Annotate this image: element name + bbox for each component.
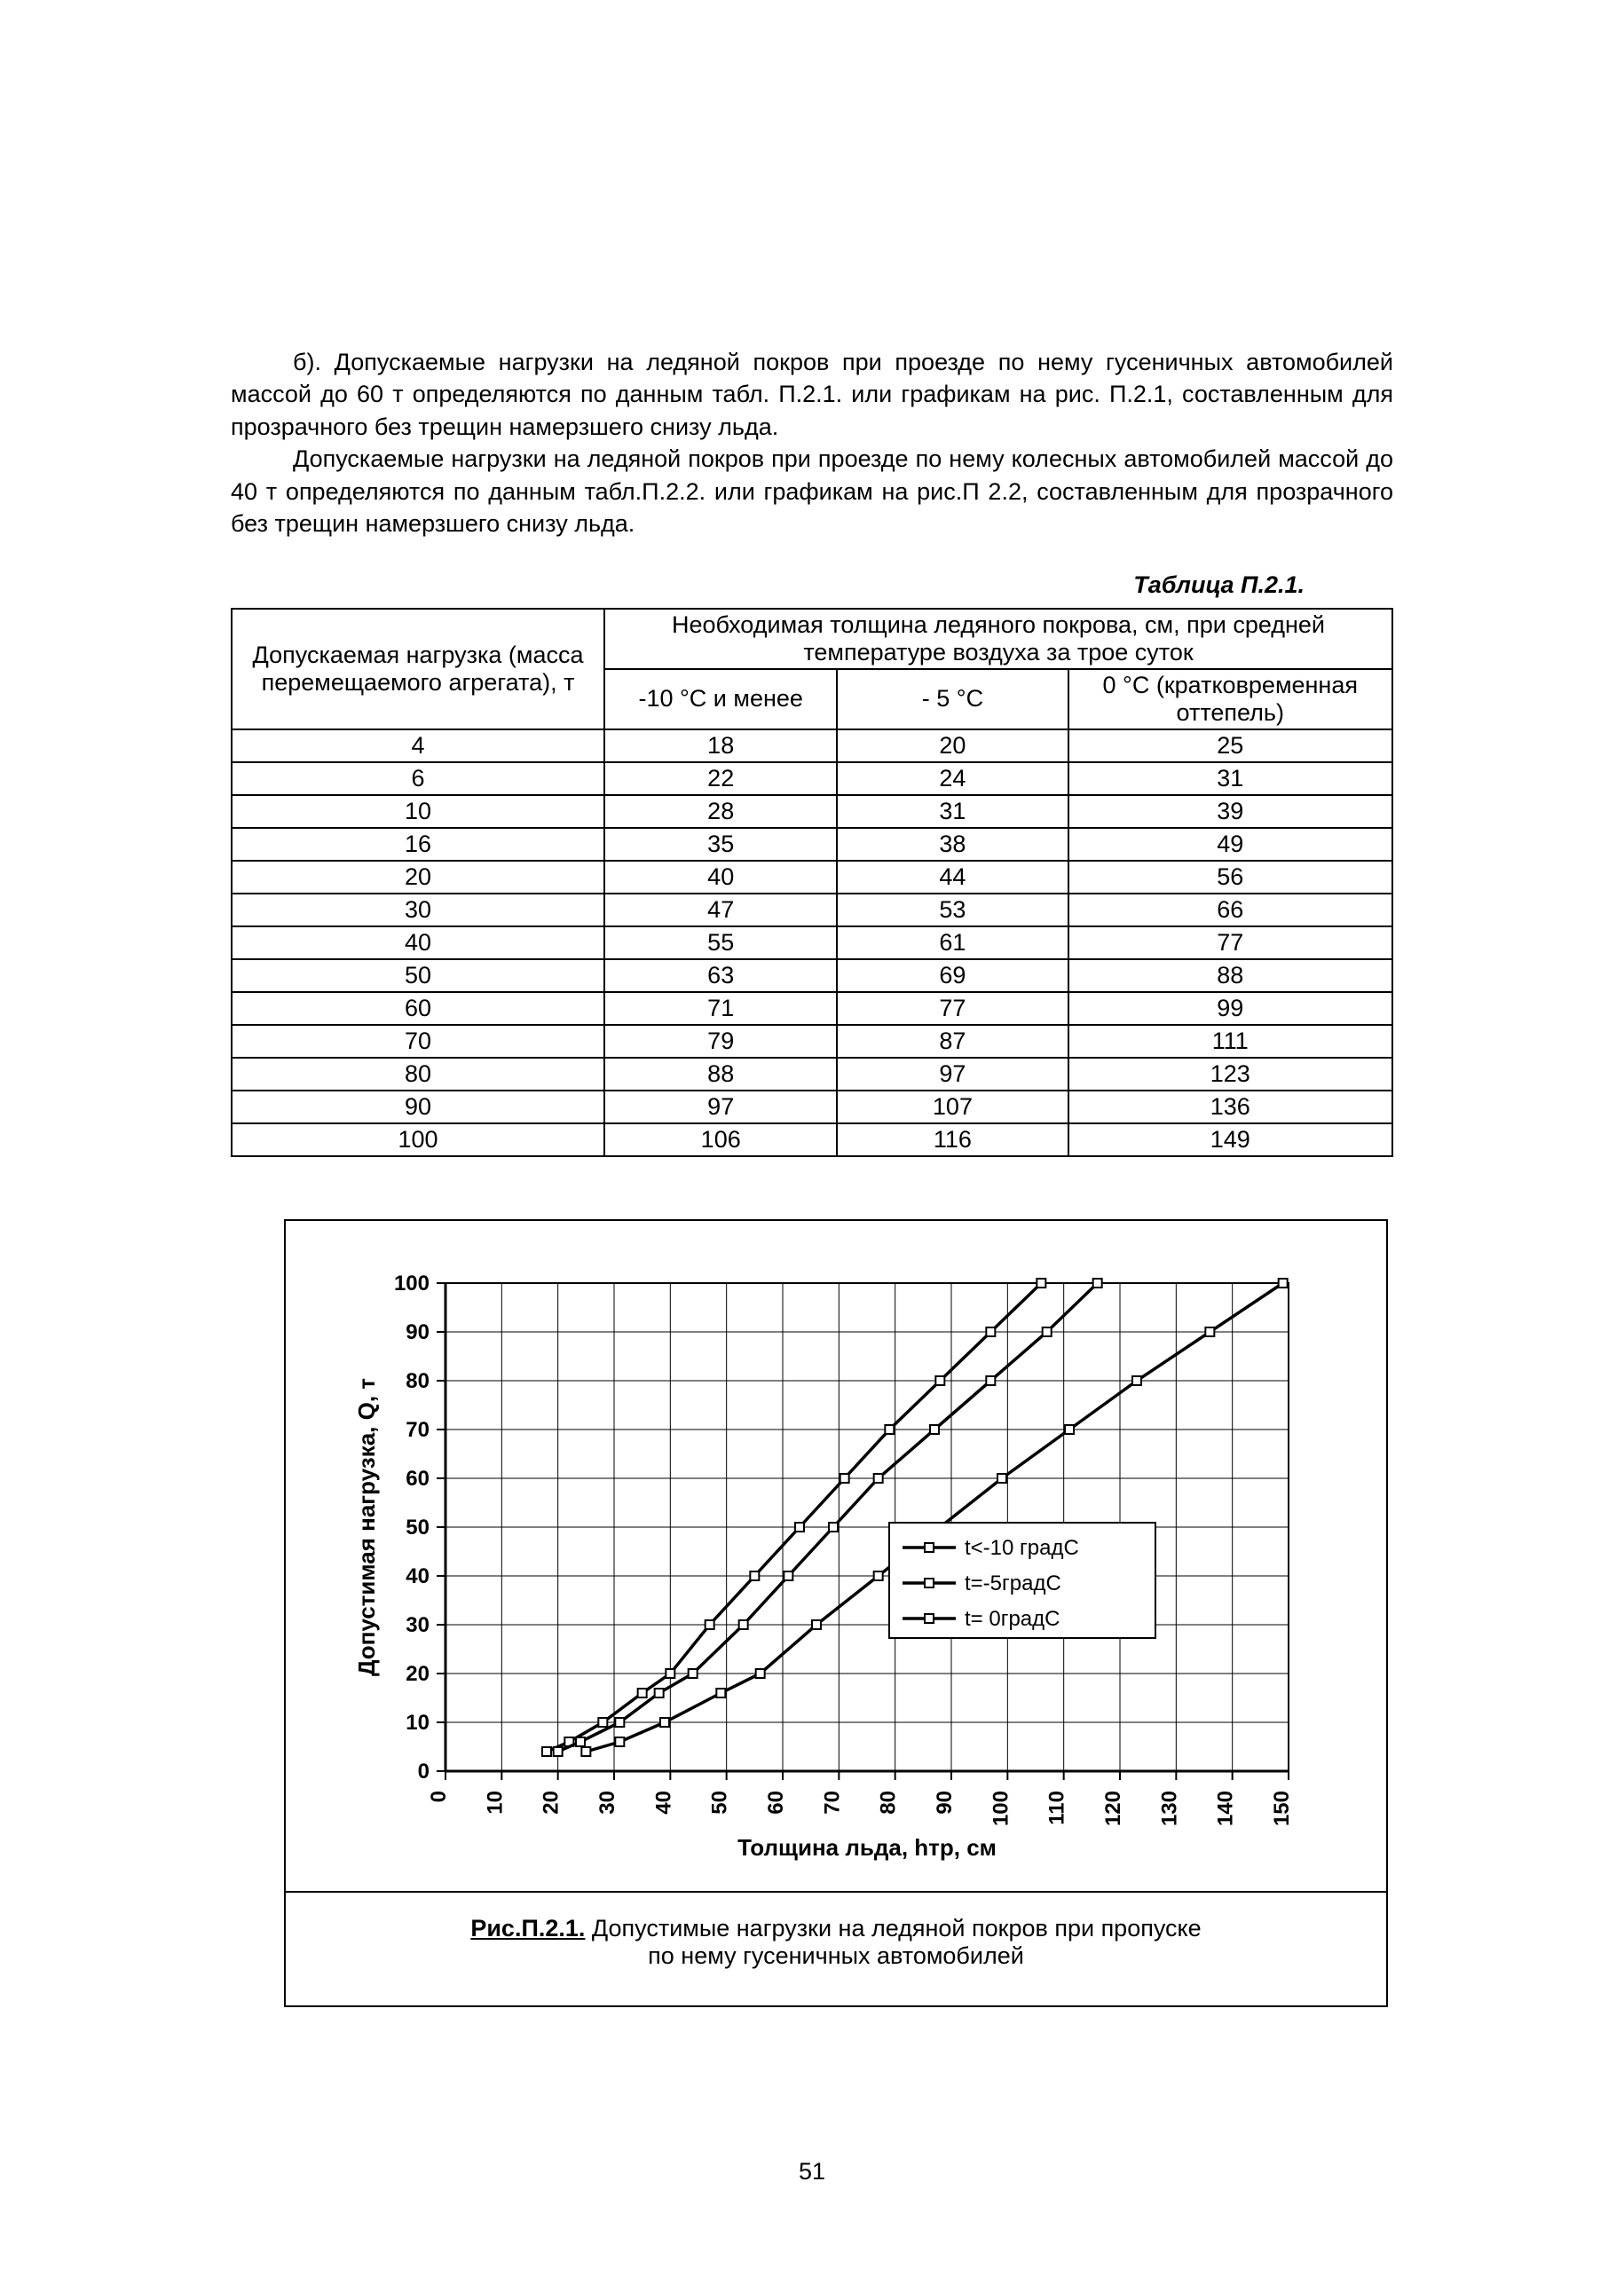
svg-text:60: 60 xyxy=(764,1791,788,1815)
svg-text:70: 70 xyxy=(406,1418,430,1442)
svg-text:30: 30 xyxy=(406,1613,430,1637)
svg-text:10: 10 xyxy=(406,1711,430,1735)
svg-text:140: 140 xyxy=(1214,1791,1238,1826)
chart-svg: 0 10 20 30 40 50 60 70 80 90 100 110 120 130 140 150 0 10… xyxy=(339,1248,1333,1869)
svg-text:Толщина льда, hтр, см: Толщина льда, hтр, см xyxy=(737,1834,997,1861)
svg-text:50: 50 xyxy=(708,1791,732,1815)
body-text: б). Допускаемые нагрузки на ледяной покр… xyxy=(231,346,1393,540)
svg-text:80: 80 xyxy=(877,1791,901,1815)
figure-text-1: Допустимые нагрузки на ледяной покров пр… xyxy=(585,1915,1201,1942)
svg-text:110: 110 xyxy=(1045,1791,1069,1825)
svg-text:70: 70 xyxy=(820,1791,844,1815)
figure-label: Рис.П.2.1. xyxy=(470,1915,585,1942)
figure-caption: Рис.П.2.1. Допустимые нагрузки на ледяно… xyxy=(286,1891,1386,2005)
figure-p21: 0 10 20 30 40 50 60 70 80 90 100 110 120 130 140 150 0 10… xyxy=(284,1219,1388,2007)
svg-text:0: 0 xyxy=(427,1791,451,1802)
svg-text:t=-5градC: t=-5градC xyxy=(965,1571,1061,1595)
table-p21: Допускаемая нагрузка (масса перемещаемог… xyxy=(231,608,1393,1157)
paragraph-2: Допускаемые нагрузки на ледяной покров п… xyxy=(231,443,1393,540)
svg-text:40: 40 xyxy=(406,1564,430,1588)
paragraph-1: б). Допускаемые нагрузки на ледяной покр… xyxy=(231,346,1393,443)
svg-text:t<-10 градC: t<-10 градC xyxy=(965,1536,1079,1560)
svg-text:90: 90 xyxy=(933,1791,957,1815)
svg-text:30: 30 xyxy=(595,1791,619,1815)
page-number: 51 xyxy=(0,2158,1624,2186)
svg-text:60: 60 xyxy=(406,1467,430,1491)
svg-text:20: 20 xyxy=(406,1662,430,1686)
svg-text:10: 10 xyxy=(483,1791,507,1815)
svg-text:80: 80 xyxy=(406,1369,430,1393)
svg-text:40: 40 xyxy=(651,1791,675,1815)
svg-text:100: 100 xyxy=(394,1272,430,1296)
svg-text:150: 150 xyxy=(1270,1791,1294,1826)
svg-text:t= 0градC: t= 0градC xyxy=(965,1607,1060,1631)
svg-text:50: 50 xyxy=(406,1516,430,1540)
table-caption: Таблица П.2.1. xyxy=(231,571,1305,599)
svg-text:0: 0 xyxy=(418,1760,430,1784)
svg-text:Допустимая нагрузка, Q, т: Допустимая нагрузка, Q, т xyxy=(353,1377,380,1675)
svg-text:100: 100 xyxy=(989,1791,1013,1826)
figure-text-2: по нему гусеничных автомобилей xyxy=(648,1942,1024,1969)
svg-text:20: 20 xyxy=(540,1791,564,1815)
svg-text:130: 130 xyxy=(1157,1791,1181,1826)
svg-text:90: 90 xyxy=(406,1320,430,1344)
svg-text:120: 120 xyxy=(1101,1791,1125,1826)
